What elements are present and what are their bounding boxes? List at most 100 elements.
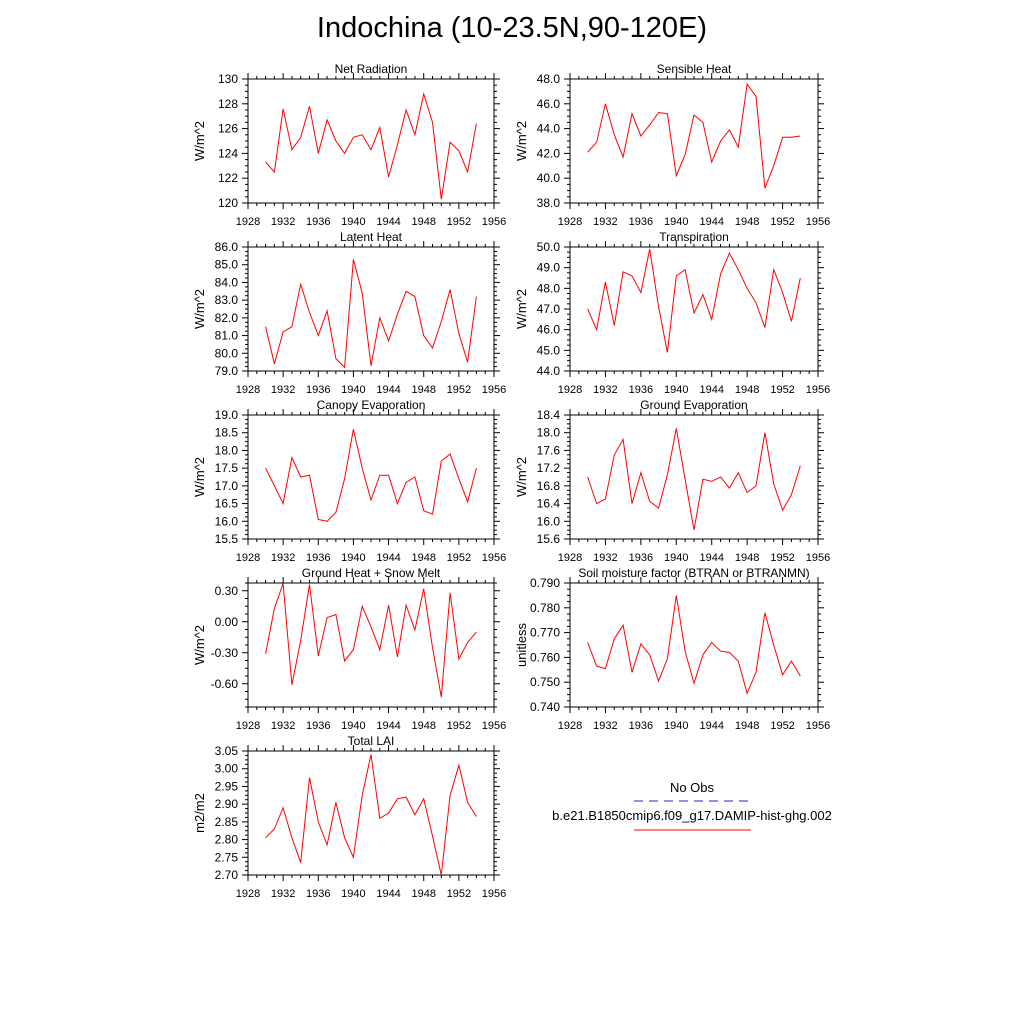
x-tick-label: 1928 (558, 216, 582, 228)
x-tick-label: 1956 (482, 888, 506, 900)
y-tick-label: 82.0 (215, 311, 239, 325)
y-tick-label: 15.6 (537, 532, 561, 546)
y-axis-label: W/m^2 (192, 121, 207, 161)
x-tick-label: 1956 (482, 552, 506, 564)
page-title: Indochina (10-23.5N,90-120E) (316, 12, 708, 44)
x-tick-label: 1956 (482, 216, 506, 228)
y-tick-label: 0.750 (530, 675, 560, 689)
y-tick-label: 44.0 (537, 364, 561, 378)
y-tick-label: 16.8 (537, 479, 561, 493)
y-tick-label: 45.0 (537, 343, 561, 357)
plot-frame (569, 414, 819, 540)
x-tick-label: 1940 (664, 384, 688, 396)
chart-title: Soil moisture factor (BTRAN or BTRANMN) (578, 566, 809, 580)
chart-title: Ground Evaporation (640, 398, 747, 412)
legend: No Obs b.e21.B1850cmip6.f09_g17.DAMIP-his… (552, 780, 832, 831)
x-tick-label: 1932 (593, 384, 617, 396)
x-tick-label: 1948 (411, 720, 435, 732)
plot-frame (247, 78, 495, 204)
plot-frame (247, 414, 495, 540)
y-tick-label: 16.4 (537, 497, 561, 511)
chart-title: Total LAI (348, 734, 395, 748)
y-tick-label: 3.00 (215, 762, 239, 776)
y-tick-label: 84.0 (215, 275, 239, 289)
x-tick-label: 1936 (629, 384, 653, 396)
x-tick-label: 1952 (770, 384, 794, 396)
y-tick-label: 17.2 (537, 461, 561, 475)
x-tick-label: 1936 (306, 552, 330, 564)
y-tick-label: 15.5 (215, 532, 239, 546)
x-tick-label: 1948 (411, 384, 435, 396)
y-tick-label: 0.780 (530, 601, 560, 615)
series-line (587, 82, 801, 189)
y-tick-label: 0.740 (530, 700, 560, 714)
x-tick-label: 1932 (593, 552, 617, 564)
x-tick-label: 1952 (447, 888, 471, 900)
x-tick-label: 1940 (664, 216, 688, 228)
series-line (587, 428, 801, 531)
x-tick-label: 1936 (306, 384, 330, 396)
y-tick-label: 83.0 (215, 293, 239, 307)
x-tick-label: 1948 (411, 216, 435, 228)
y-tick-label: 17.6 (537, 443, 561, 457)
x-tick-label: 1936 (306, 720, 330, 732)
chart-title: Net Radiation (335, 62, 408, 76)
chart-panel: Sensible Heat W/m^2 1928 1932 1936 1940 1944 19… (514, 62, 830, 228)
x-tick-label: 1948 (735, 552, 759, 564)
y-tick-label: 128 (218, 97, 238, 111)
x-tick-label: 1940 (341, 888, 365, 900)
x-tick-label: 1932 (593, 216, 617, 228)
y-tick-label: 40.0 (537, 171, 561, 185)
y-tick-label: 2.70 (215, 868, 239, 882)
chart-title: Ground Heat + Snow Melt (302, 566, 441, 580)
series-line (265, 754, 477, 876)
x-tick-label: 1940 (341, 720, 365, 732)
x-tick-label: 1940 (664, 720, 688, 732)
y-tick-label: 18.0 (215, 443, 239, 457)
chart-panel: Ground Evaporation W/m^2 1928 1932 1936 1940 1… (514, 398, 830, 564)
y-axis-label: W/m^2 (514, 121, 529, 161)
x-tick-label: 1928 (236, 720, 260, 732)
y-tick-label: 47.0 (537, 302, 561, 316)
series-line (265, 91, 477, 200)
series-line (265, 429, 477, 522)
x-tick-label: 1932 (271, 216, 295, 228)
x-tick-label: 1956 (806, 720, 830, 732)
y-tick-label: 16.5 (215, 497, 239, 511)
x-tick-label: 1940 (664, 552, 688, 564)
x-tick-label: 1956 (482, 384, 506, 396)
series-line (587, 595, 801, 695)
y-tick-label: 0.790 (530, 576, 560, 590)
y-tick-label: 2.90 (215, 797, 239, 811)
plot-frame (569, 78, 819, 204)
x-tick-label: 1944 (699, 552, 723, 564)
y-tick-label: 0.30 (215, 584, 239, 598)
x-tick-label: 1928 (558, 552, 582, 564)
y-tick-label: 42.0 (537, 146, 561, 160)
series-line (265, 583, 477, 698)
x-tick-label: 1948 (735, 720, 759, 732)
y-tick-label: 79.0 (215, 364, 239, 378)
y-tick-label: 19.0 (215, 408, 239, 422)
y-axis-label: W/m^2 (514, 289, 529, 329)
y-tick-label: 130 (218, 72, 238, 86)
x-tick-label: 1944 (699, 384, 723, 396)
y-tick-label: 124 (218, 146, 238, 160)
y-tick-label: 18.4 (537, 408, 561, 422)
x-tick-label: 1956 (806, 384, 830, 396)
y-tick-label: 17.0 (215, 479, 239, 493)
x-tick-label: 1932 (271, 888, 295, 900)
x-tick-label: 1948 (735, 216, 759, 228)
x-tick-label: 1940 (341, 552, 365, 564)
x-tick-label: 1952 (447, 720, 471, 732)
y-tick-label: 2.95 (215, 779, 239, 793)
x-tick-label: 1944 (376, 552, 400, 564)
x-tick-label: 1940 (341, 384, 365, 396)
x-tick-label: 1928 (558, 384, 582, 396)
x-tick-label: 1952 (770, 552, 794, 564)
x-tick-label: 1932 (271, 720, 295, 732)
x-tick-label: 1952 (770, 216, 794, 228)
x-tick-label: 1932 (271, 552, 295, 564)
x-tick-label: 1944 (376, 216, 400, 228)
x-tick-label: 1944 (376, 384, 400, 396)
